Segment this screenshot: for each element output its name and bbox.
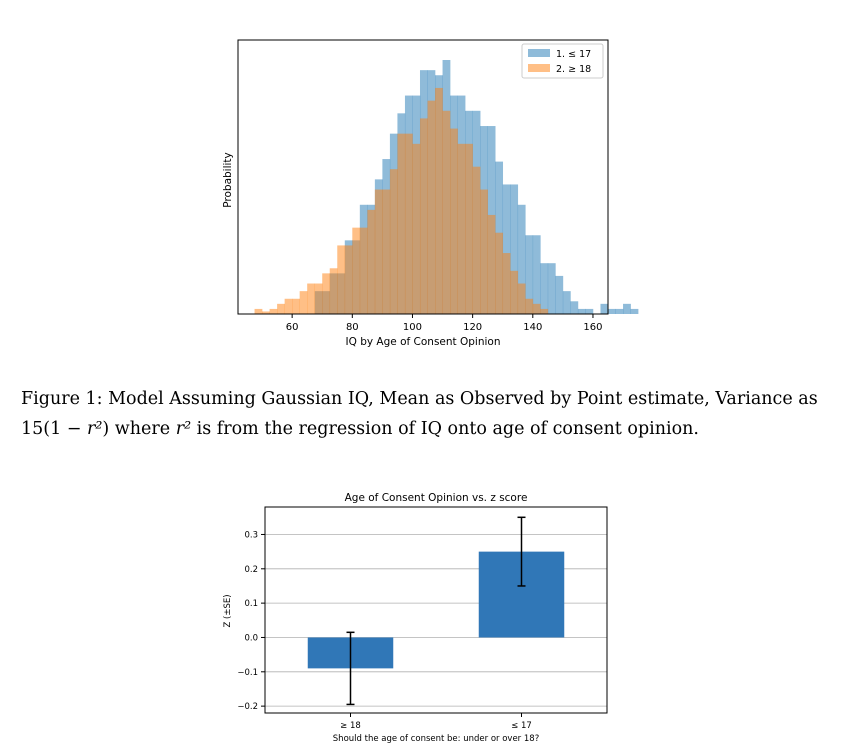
caption-line-2: 15(1 − r²) where r² is from the regressi… bbox=[21, 414, 841, 444]
histogram-x-tick-label: 160 bbox=[583, 322, 602, 333]
histogram-x-ticks: 60 80 100 120 140 160 bbox=[286, 314, 603, 333]
histogram-bin-series-2 bbox=[532, 303, 541, 314]
legend-swatch-le17 bbox=[528, 49, 550, 57]
bar-chart-y-ticks: −0.2 −0.1 0.0 0.1 0.2 0.3 bbox=[237, 530, 265, 712]
histogram-bin-series-2 bbox=[472, 166, 481, 314]
caption-formula-a: 15(1 − bbox=[21, 419, 88, 439]
histogram-bin-series-2 bbox=[517, 283, 526, 314]
bar-chart-x-ticks: ≥ 18 ≤ 17 bbox=[340, 713, 532, 731]
histogram-bin-series-1 bbox=[547, 263, 556, 314]
histogram-bin-series-2 bbox=[404, 133, 413, 314]
histogram-bars bbox=[254, 60, 639, 315]
bar-chart-y-label: Z (±SE) bbox=[223, 594, 233, 627]
histogram-bin-series-2 bbox=[525, 298, 534, 314]
bar-chart-y-tick-label: 0.2 bbox=[244, 565, 258, 575]
histogram-bin-series-2 bbox=[322, 273, 331, 314]
histogram-bin-series-1 bbox=[502, 184, 511, 314]
histogram-bin-series-2 bbox=[442, 110, 451, 314]
bar-chart-y-tick-label: 0.1 bbox=[244, 599, 258, 609]
histogram-legend: 1. ≤ 17 2. ≥ 18 bbox=[521, 43, 604, 79]
histogram-bin-series-1 bbox=[540, 263, 549, 314]
histogram-bin-series-2 bbox=[307, 283, 316, 314]
caption-line-1: Figure 1: Model Assuming Gaussian IQ, Me… bbox=[21, 384, 841, 414]
histogram-bin-series-2 bbox=[427, 100, 436, 314]
caption-line1-text: Model Assuming Gaussian IQ, Mean as Obse… bbox=[108, 389, 818, 409]
histogram-bin-series-2 bbox=[277, 303, 285, 314]
histogram-bin-series-1 bbox=[630, 308, 639, 314]
legend-label-le17: 1. ≤ 17 bbox=[556, 49, 591, 60]
histogram-bin-series-2 bbox=[269, 308, 278, 314]
caption-text-r2: r² bbox=[175, 419, 192, 439]
histogram-bin-series-2 bbox=[502, 253, 511, 314]
histogram-x-tick-label: 120 bbox=[463, 322, 482, 333]
bar-chart-title: Age of Consent Opinion vs. z score bbox=[345, 492, 528, 504]
histogram-plot-frame bbox=[237, 39, 609, 315]
histogram-bin-series-2 bbox=[262, 311, 270, 314]
bar-chart-y-tick-label: −0.2 bbox=[237, 702, 258, 712]
bar-chart-y-tick-label: 0.0 bbox=[244, 633, 258, 643]
histogram-bin-series-1 bbox=[510, 184, 519, 314]
histogram-bin-series-2 bbox=[314, 283, 323, 314]
caption-prefix: Figure 1: bbox=[21, 389, 103, 409]
iq-histogram: 60 80 100 120 140 160 IQ by Age of Consent Op… bbox=[222, 39, 639, 348]
histogram-bin-series-2 bbox=[465, 143, 473, 314]
bar-chart-y-tick-label: −0.1 bbox=[237, 668, 258, 678]
histogram-x-tick-label: 100 bbox=[403, 322, 422, 333]
histogram-bin-series-2 bbox=[487, 214, 496, 314]
histogram-y-label: Probability bbox=[222, 152, 234, 208]
histogram-bin-series-2 bbox=[480, 189, 488, 314]
caption-formula-b: ) where bbox=[102, 419, 176, 439]
histogram-bin-series-2 bbox=[382, 189, 391, 314]
histogram-bin-series-2 bbox=[359, 227, 368, 314]
histogram-bin-series-2 bbox=[254, 308, 263, 314]
histogram-bin-series-2 bbox=[540, 308, 549, 314]
caption-formula-c: is from the regression of IQ onto age of… bbox=[191, 419, 699, 439]
histogram-bin-series-2 bbox=[284, 298, 293, 314]
histogram-bin-series-2 bbox=[329, 268, 338, 314]
histogram-bin-series-1 bbox=[585, 308, 594, 314]
histogram-bin-series-2 bbox=[450, 128, 458, 314]
histogram-bin-series-2 bbox=[457, 143, 466, 314]
histogram-bin-series-1 bbox=[532, 235, 541, 314]
histogram-bin-series-2 bbox=[367, 209, 376, 314]
histogram-bin-series-1 bbox=[608, 308, 616, 314]
bar-chart-x-tick-label: ≤ 17 bbox=[511, 721, 532, 731]
histogram-bin-series-2 bbox=[397, 133, 406, 314]
histogram-bin-series-1 bbox=[600, 303, 609, 314]
histogram-bin-series-2 bbox=[352, 227, 361, 314]
histogram-bin-series-2 bbox=[337, 245, 346, 314]
figure-1-caption: Figure 1: Model Assuming Gaussian IQ, Me… bbox=[21, 384, 841, 444]
caption-formula-r2: r² bbox=[87, 419, 103, 439]
histogram-bin-series-2 bbox=[292, 298, 300, 314]
histogram-x-label: IQ by Age of Consent Opinion bbox=[346, 336, 501, 348]
histogram-bin-series-2 bbox=[374, 189, 383, 314]
histogram-bin-series-2 bbox=[344, 245, 353, 314]
histogram-bin-series-1 bbox=[577, 308, 586, 314]
z-score-bar-chart: Age of Consent Opinion vs. z score −0.2−… bbox=[223, 492, 608, 744]
histogram-bin-series-2 bbox=[435, 87, 443, 314]
bar-plot-frame bbox=[264, 506, 608, 714]
histogram-bin-series-2 bbox=[389, 169, 398, 314]
histogram-x-tick-label: 80 bbox=[346, 322, 359, 333]
histogram-bin-series-1 bbox=[562, 291, 571, 314]
histogram-bin-series-2 bbox=[299, 291, 308, 314]
legend-swatch-ge18 bbox=[528, 64, 550, 72]
histogram-bin-series-2 bbox=[495, 232, 504, 314]
histogram-bin-series-1 bbox=[555, 275, 564, 314]
bar-chart-x-label: Should the age of consent be: under or o… bbox=[333, 734, 539, 744]
bar-chart-x-tick-label: ≥ 18 bbox=[340, 721, 361, 731]
histogram-bin-series-2 bbox=[412, 143, 421, 314]
histogram-x-tick-label: 60 bbox=[286, 322, 299, 333]
bar-chart-y-tick-label: 0.3 bbox=[244, 530, 258, 540]
histogram-bin-series-1 bbox=[570, 301, 579, 314]
histogram-bin-series-2 bbox=[510, 270, 519, 314]
histogram-bin-series-2 bbox=[419, 118, 428, 314]
histogram-x-tick-label: 140 bbox=[523, 322, 542, 333]
histogram-bin-series-1 bbox=[525, 235, 534, 314]
histogram-bin-series-1 bbox=[517, 204, 526, 314]
bar-chart-error-bars bbox=[346, 516, 526, 706]
legend-label-ge18: 2. ≥ 18 bbox=[556, 64, 591, 75]
histogram-bin-series-1 bbox=[623, 303, 631, 314]
histogram-bin-series-1 bbox=[615, 308, 624, 314]
